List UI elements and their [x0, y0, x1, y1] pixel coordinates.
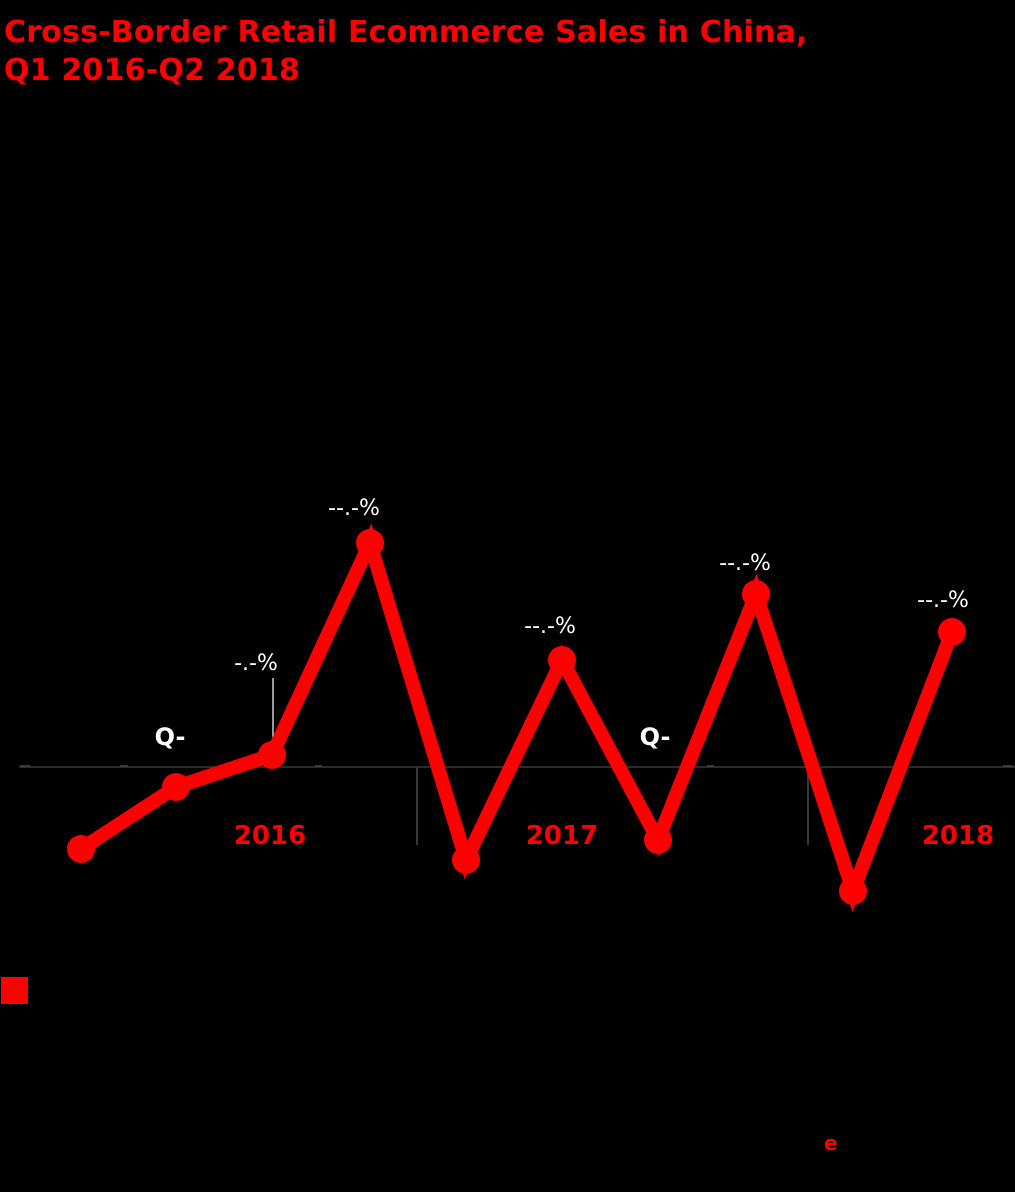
quarter-marker-1: Q-: [155, 723, 186, 751]
year-labels: 2016 2017 2018: [234, 821, 994, 851]
series-line: [74, 523, 959, 912]
data-point-q2-2017[interactable]: [548, 646, 576, 674]
data-point-q2-2016[interactable]: [162, 773, 190, 801]
quarter-marker-2: Q-: [640, 723, 671, 751]
data-point-q1-2016[interactable]: [67, 835, 95, 863]
data-point-q1-2017[interactable]: [452, 846, 480, 874]
data-point-q4-2017[interactable]: [742, 580, 770, 608]
data-label-q4-2017: --.-%: [719, 551, 771, 576]
data-label-q3-2016: -.-%: [234, 651, 278, 676]
data-label-q2-2018: --.-%: [917, 588, 969, 613]
data-point-q3-2016[interactable]: [258, 741, 286, 769]
quarter-markers: Q- Q-: [155, 723, 671, 751]
data-point-q2-2018[interactable]: [938, 618, 966, 646]
year-label-2016: 2016: [234, 821, 306, 851]
data-labels: -.-% --.-% --.-% --.-% --.-%: [234, 496, 969, 676]
data-points: [67, 529, 966, 905]
legend-swatch: [1, 977, 28, 1004]
data-point-q4-2016[interactable]: [356, 529, 384, 557]
footer-logo-mark: e: [824, 1131, 838, 1155]
year-label-2018: 2018: [922, 821, 994, 851]
year-label-2017: 2017: [526, 821, 598, 851]
chart-title-line-2: Q1 2016-Q2 2018: [4, 53, 301, 88]
data-point-q3-2017[interactable]: [644, 826, 672, 854]
chart-title-line-1: Cross-Border Retail Ecommerce Sales in C…: [4, 15, 808, 50]
chart-title: Cross-Border Retail Ecommerce Sales in C…: [4, 14, 808, 90]
data-label-q2-2017: --.-%: [524, 614, 576, 639]
data-point-q1-2018[interactable]: [839, 877, 867, 905]
data-label-q4-2016: --.-%: [328, 496, 380, 521]
